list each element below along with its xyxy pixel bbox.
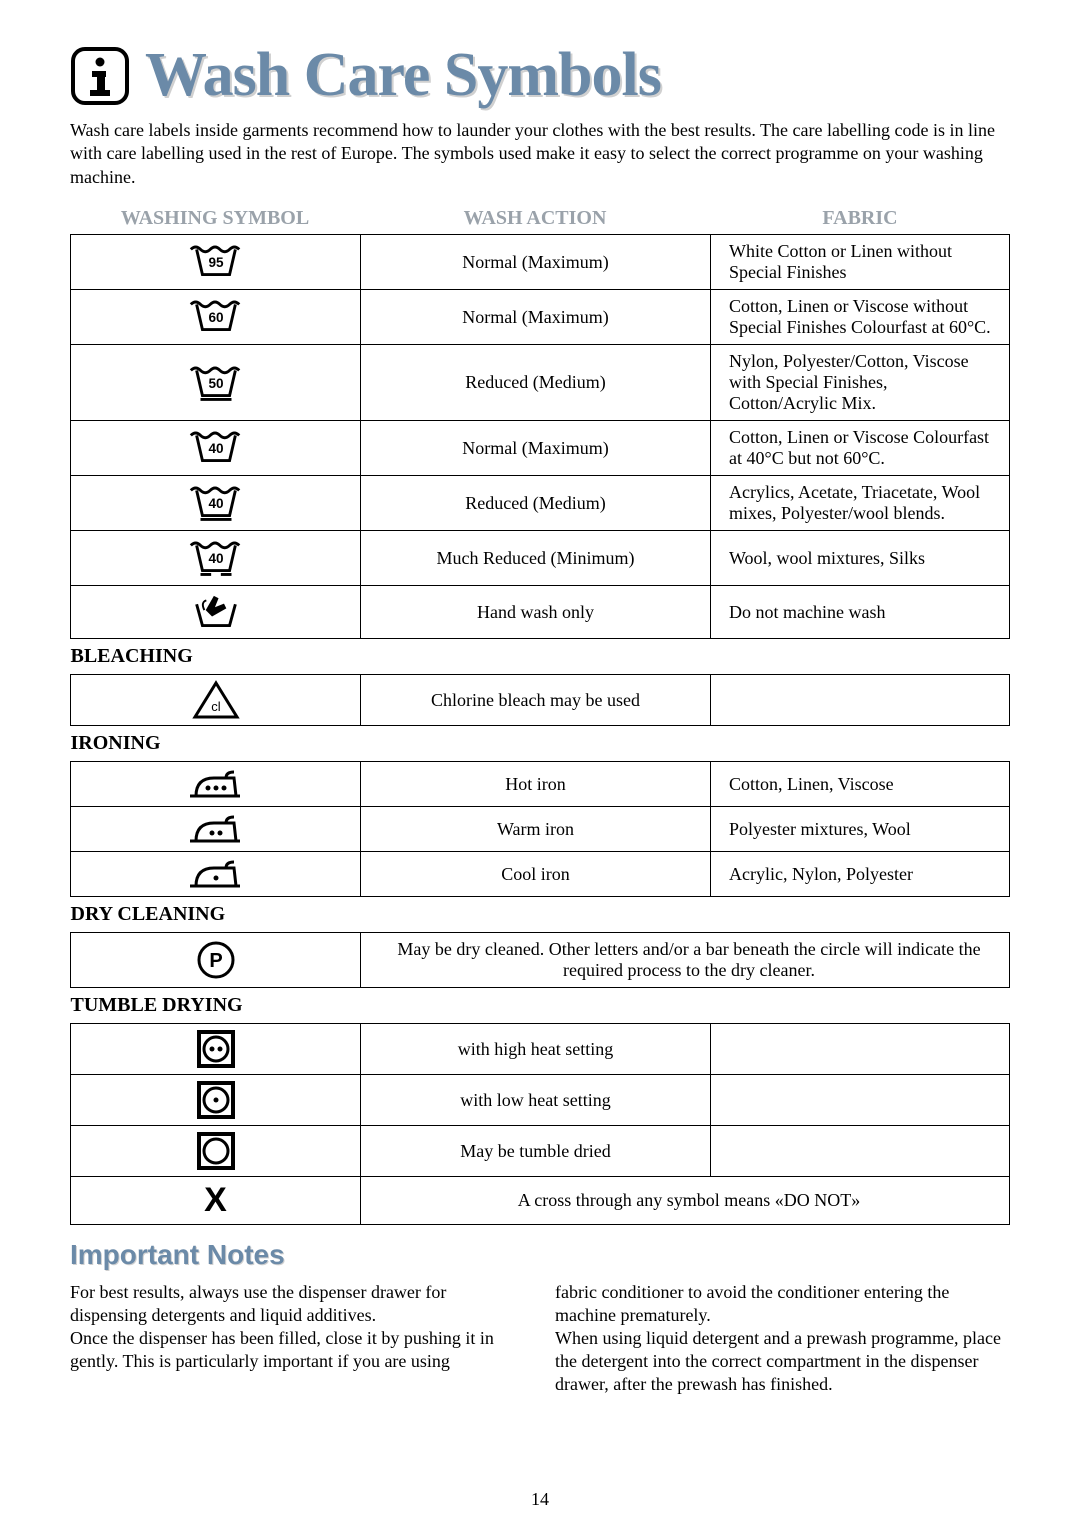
title-row: Wash Care Symbols — [70, 40, 1010, 111]
svg-text:40: 40 — [208, 551, 223, 566]
wash-fabric: Cotton, Linen or Viscose Colourfast at 4… — [711, 421, 1010, 476]
symbols-table: 95 Normal (Maximum)White Cotton or Linen… — [70, 234, 1010, 1225]
wash-symbol: 40 — [71, 421, 361, 476]
wash-fabric: Nylon, Polyester/Cotton, Viscose with Sp… — [711, 345, 1010, 421]
tumble-symbol — [71, 1075, 361, 1126]
section-bleaching: BLEACHING — [71, 639, 1010, 675]
notes-col-2: fabric conditioner to avoid the conditio… — [555, 1281, 1010, 1396]
wash-action: Normal (Maximum) — [361, 421, 711, 476]
handwash-symbol — [71, 586, 361, 639]
svg-text:50: 50 — [208, 376, 223, 391]
page-number: 14 — [0, 1489, 1080, 1510]
dryclean-symbol: P — [71, 933, 361, 988]
notes-columns: For best results, always use the dispens… — [70, 1281, 1010, 1396]
table-headers: WASHING SYMBOL WASH ACTION FABRIC — [70, 207, 1010, 230]
iron-fabric: Cotton, Linen, Viscose — [711, 762, 1010, 807]
wash-action: Reduced (Medium) — [361, 476, 711, 531]
handwash-action: Hand wash only — [361, 586, 711, 639]
iron-action: Cool iron — [361, 852, 711, 897]
page-title: Wash Care Symbols — [145, 40, 661, 111]
bleach-symbol: cl — [71, 675, 361, 726]
wash-action: Normal (Maximum) — [361, 290, 711, 345]
section-tumble: TUMBLE DRYING — [71, 988, 1010, 1024]
header-fabric: FABRIC — [710, 207, 1010, 230]
tumble-fabric — [711, 1075, 1010, 1126]
wash-fabric: Cotton, Linen or Viscose without Special… — [711, 290, 1010, 345]
intro-text: Wash care labels inside garments recomme… — [70, 119, 1010, 189]
tumble-fabric — [711, 1126, 1010, 1177]
cross-symbol: X — [71, 1177, 361, 1225]
bleach-action: Chlorine bleach may be used — [361, 675, 711, 726]
tumble-action: with high heat setting — [361, 1024, 711, 1075]
wash-action: Normal (Maximum) — [361, 235, 711, 290]
wash-fabric: White Cotton or Linen without Special Fi… — [711, 235, 1010, 290]
svg-text:60: 60 — [208, 310, 223, 325]
svg-text:95: 95 — [208, 255, 224, 270]
svg-text:P: P — [209, 950, 222, 972]
section-ironing: IRONING — [71, 726, 1010, 762]
section-drycleaning: DRY CLEANING — [71, 897, 1010, 933]
iron-action: Warm iron — [361, 807, 711, 852]
wash-fabric: Acrylics, Acetate, Triacetate, Wool mixe… — [711, 476, 1010, 531]
notes-heading: Important Notes — [70, 1239, 1010, 1271]
wash-symbol: 50 — [71, 345, 361, 421]
iron-symbol — [71, 852, 361, 897]
wash-fabric: Wool, wool mixtures, Silks — [711, 531, 1010, 586]
tumble-symbol — [71, 1024, 361, 1075]
iron-fabric: Polyester mixtures, Wool — [711, 807, 1010, 852]
header-action: WASH ACTION — [360, 207, 710, 230]
tumble-action: with low heat setting — [361, 1075, 711, 1126]
svg-text:40: 40 — [208, 496, 223, 511]
svg-text:40: 40 — [208, 441, 223, 456]
iron-symbol — [71, 762, 361, 807]
bleach-fabric — [711, 675, 1010, 726]
tumble-symbol — [71, 1126, 361, 1177]
wash-symbol: 40 — [71, 531, 361, 586]
tumble-action: May be tumble dried — [361, 1126, 711, 1177]
wash-action: Much Reduced (Minimum) — [361, 531, 711, 586]
handwash-fabric: Do not machine wash — [711, 586, 1010, 639]
notes-col-1: For best results, always use the dispens… — [70, 1281, 525, 1396]
tumble-fabric — [711, 1024, 1010, 1075]
wash-symbol: 60 — [71, 290, 361, 345]
wash-action: Reduced (Medium) — [361, 345, 711, 421]
iron-action: Hot iron — [361, 762, 711, 807]
info-icon — [70, 46, 130, 106]
wash-symbol: 40 — [71, 476, 361, 531]
iron-symbol — [71, 807, 361, 852]
header-symbol: WASHING SYMBOL — [70, 207, 360, 230]
wash-symbol: 95 — [71, 235, 361, 290]
svg-text:cl: cl — [211, 699, 221, 714]
iron-fabric: Acrylic, Nylon, Polyester — [711, 852, 1010, 897]
cross-text: A cross through any symbol means «DO NOT… — [361, 1177, 1010, 1225]
dryclean-text: May be dry cleaned. Other letters and/or… — [361, 933, 1010, 988]
